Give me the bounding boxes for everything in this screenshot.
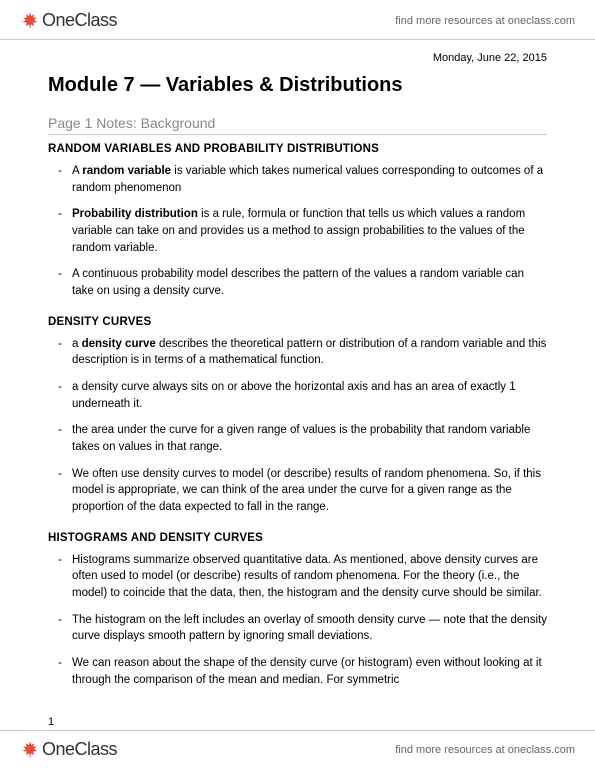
bullet-list: Histograms summarize observed quantitati…: [48, 552, 547, 689]
header-resource-link[interactable]: find more resources at oneclass.com: [395, 15, 575, 27]
document-content: Monday, June 22, 2015 Module 7 — Variabl…: [0, 40, 595, 738]
bullet-list: a density curve describes the theoretica…: [48, 336, 547, 516]
brand-name: OneClass: [42, 10, 117, 31]
page-number: 1: [48, 716, 54, 728]
section-header: RANDOM VARIABLES AND PROBABILITY DISTRIB…: [48, 143, 547, 155]
header-bar: OneClass find more resources at oneclass…: [0, 0, 595, 40]
list-item: The histogram on the left includes an ov…: [62, 612, 547, 645]
bold-term: random variable: [82, 165, 171, 177]
list-item: a density curve always sits on or above …: [62, 379, 547, 412]
bold-term: Probability distribution: [72, 208, 198, 220]
section-header: DENSITY CURVES: [48, 316, 547, 328]
list-item: We can reason about the shape of the den…: [62, 655, 547, 688]
module-title: Module 7 — Variables & Distributions: [48, 74, 547, 97]
maple-leaf-icon: [20, 11, 40, 31]
brand-logo[interactable]: OneClass: [20, 10, 117, 31]
document-date: Monday, June 22, 2015: [48, 52, 547, 64]
brand-name-footer: OneClass: [42, 739, 117, 760]
list-item: We often use density curves to model (or…: [62, 466, 547, 516]
list-item: the area under the curve for a given ran…: [62, 422, 547, 455]
footer-bar: OneClass find more resources at oneclass…: [0, 730, 595, 770]
list-item: A continuous probability model describes…: [62, 266, 547, 299]
page-notes-label: Page 1 Notes: Background: [48, 115, 547, 135]
footer-resource-link[interactable]: find more resources at oneclass.com: [395, 744, 575, 756]
sections-container: RANDOM VARIABLES AND PROBABILITY DISTRIB…: [48, 143, 547, 688]
bold-term: density curve: [82, 338, 156, 350]
maple-leaf-icon: [20, 740, 40, 760]
list-item: Histograms summarize observed quantitati…: [62, 552, 547, 602]
bullet-list: A random variable is variable which take…: [48, 163, 547, 300]
list-item: Probability distribution is a rule, form…: [62, 206, 547, 256]
brand-logo-footer[interactable]: OneClass: [20, 739, 117, 760]
section-header: HISTOGRAMS AND DENSITY CURVES: [48, 532, 547, 544]
list-item: a density curve describes the theoretica…: [62, 336, 547, 369]
list-item: A random variable is variable which take…: [62, 163, 547, 196]
